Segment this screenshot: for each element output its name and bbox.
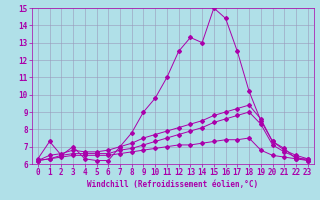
X-axis label: Windchill (Refroidissement éolien,°C): Windchill (Refroidissement éolien,°C) [87, 180, 258, 189]
